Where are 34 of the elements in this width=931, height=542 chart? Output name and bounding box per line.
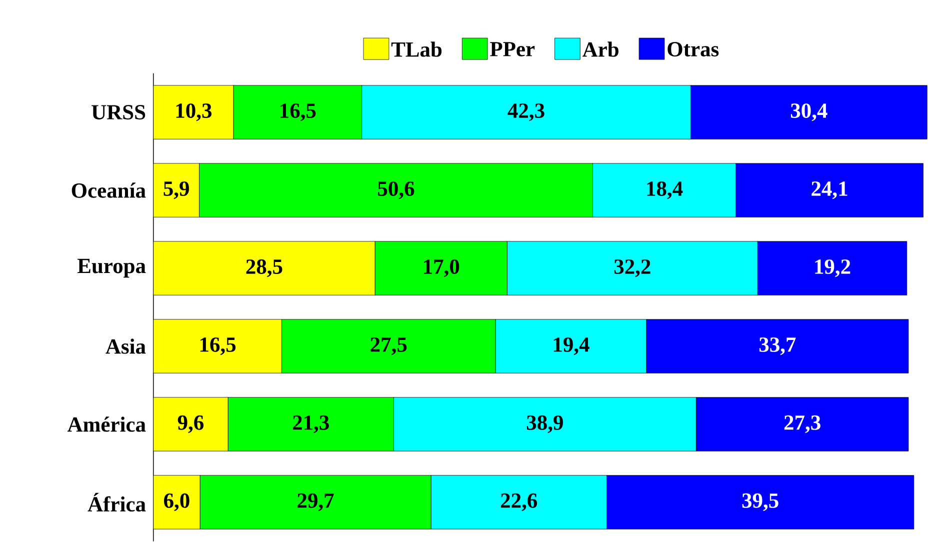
data-label: 42,3: [508, 104, 544, 122]
data-label: 33,7: [759, 338, 796, 356]
data-label: 17,0: [424, 260, 460, 278]
data-label: 19,4: [554, 338, 590, 356]
y-tick-label: Europa: [78, 259, 146, 278]
data-label: 27,5: [370, 338, 407, 356]
data-label: 16,5: [200, 338, 236, 356]
y-tick-label: Oceanía: [72, 182, 146, 198]
data-label: 21,3: [292, 416, 329, 434]
legend-label: TLab: [391, 42, 442, 58]
legend-label: Otras: [668, 42, 719, 57]
data-label: 29,7: [298, 494, 334, 512]
data-label: 10,3: [176, 104, 212, 122]
data-label: 50,6: [378, 182, 414, 200]
data-label: 22,6: [500, 494, 538, 512]
data-label: 19,2: [815, 260, 850, 278]
data-label: 16,5: [280, 104, 316, 122]
data-label: 32,2: [614, 260, 650, 278]
legend-label: Arb: [582, 42, 618, 58]
y-tick-label: URSS: [92, 105, 146, 120]
y-tick-label: Asia: [106, 338, 146, 354]
data-label: 28,5: [246, 260, 282, 278]
data-label: 5,9: [164, 182, 189, 200]
data-label: 18,4: [647, 182, 683, 200]
data-label: 38,9: [526, 416, 563, 434]
data-label: 27,3: [784, 416, 820, 434]
data-label: 9,6: [178, 416, 204, 434]
data-label: 6,0: [164, 494, 190, 512]
data-label: 39,5: [742, 494, 778, 512]
data-label: 24,1: [812, 182, 848, 200]
legend-label: PPer: [490, 42, 535, 57]
y-tick-label: América: [67, 416, 146, 432]
data-label: 30,4: [790, 104, 828, 122]
y-tick-label: África: [88, 493, 146, 512]
